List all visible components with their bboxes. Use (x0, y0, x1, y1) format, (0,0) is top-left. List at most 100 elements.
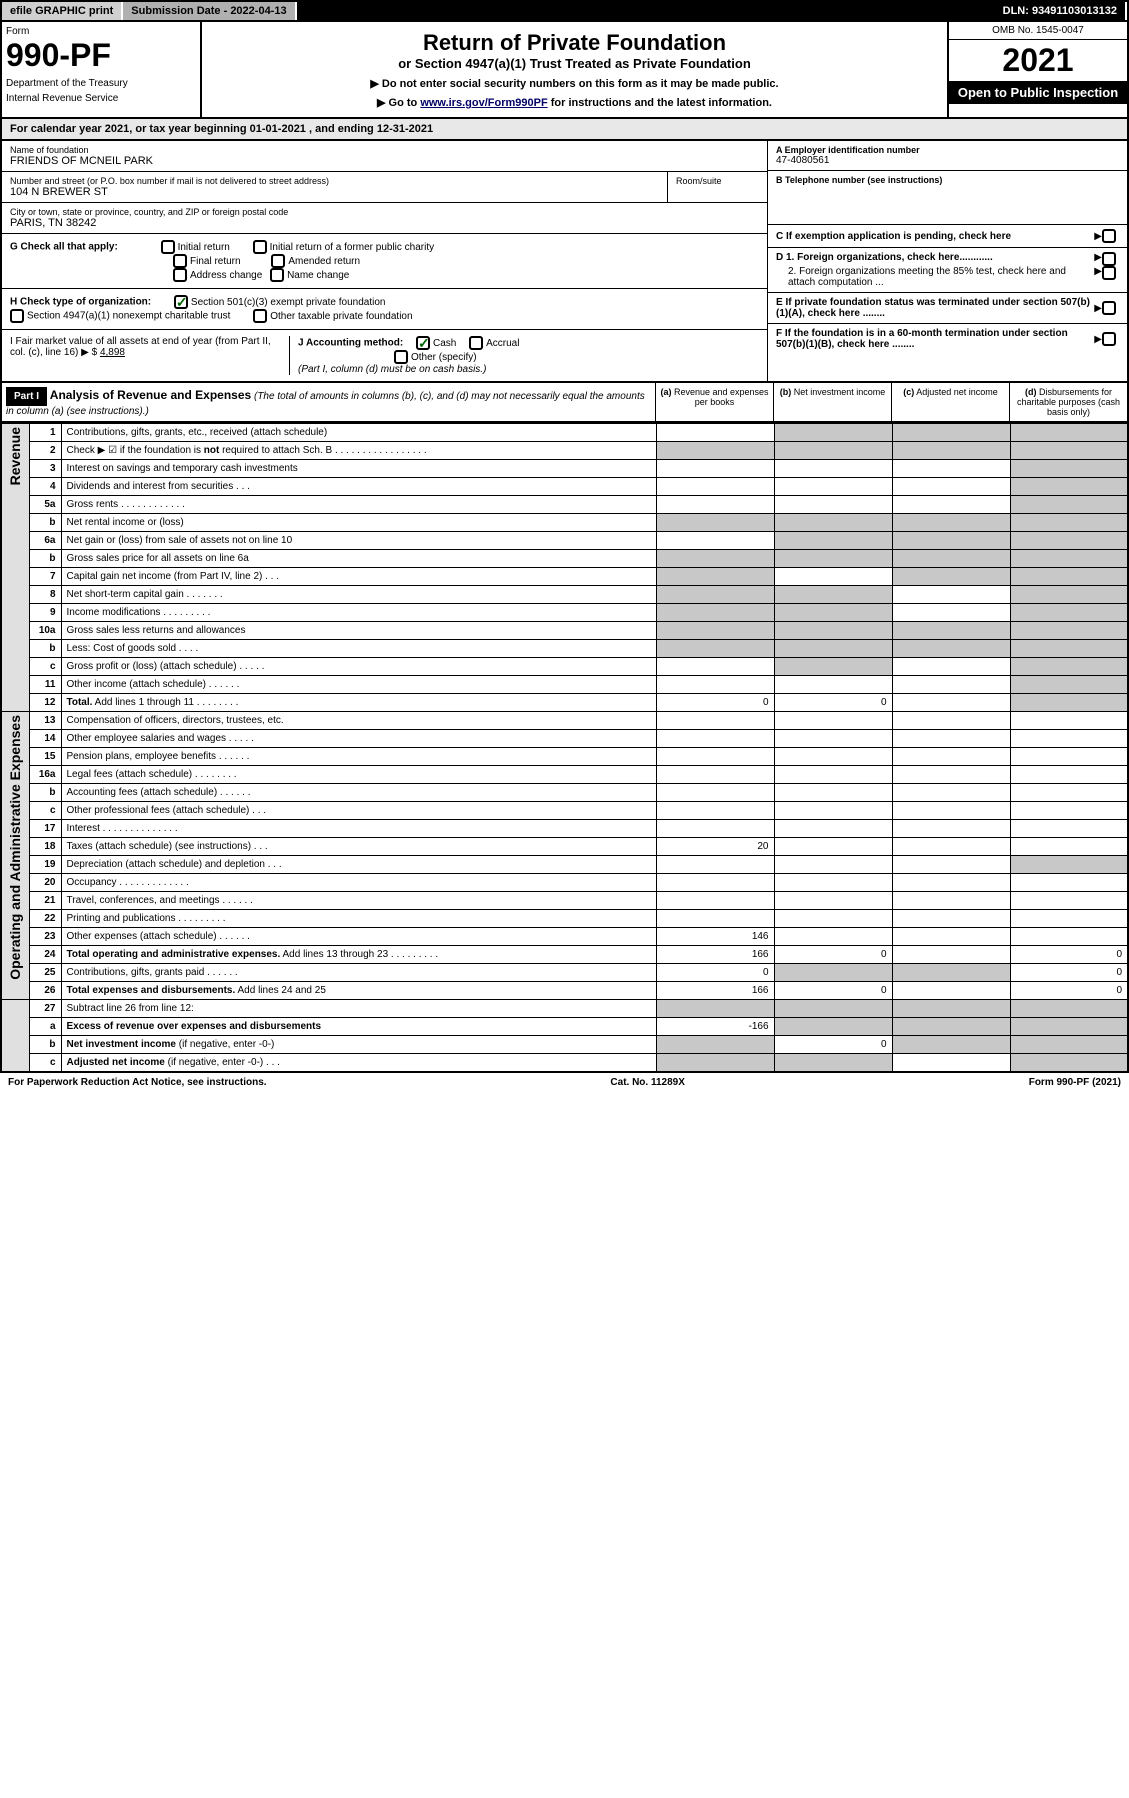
line-description: Net rental income or (loss) (61, 514, 656, 532)
accrual-checkbox[interactable] (469, 336, 483, 350)
amount-cell (774, 748, 892, 766)
ssn-note: ▶ Do not enter social security numbers o… (210, 77, 939, 90)
amount-cell (892, 514, 1010, 532)
amount-cell (892, 820, 1010, 838)
line-description: Subtract line 26 from line 12: (61, 1000, 656, 1018)
name-change-checkbox[interactable] (270, 268, 284, 282)
table-row: cGross profit or (loss) (attach schedule… (1, 658, 1128, 676)
initial-return-checkbox[interactable] (161, 240, 175, 254)
amount-cell (656, 712, 774, 730)
85pct-test-checkbox[interactable] (1102, 266, 1116, 280)
line-number: 8 (29, 586, 61, 604)
amount-cell (774, 964, 892, 982)
amount-cell: 20 (656, 838, 774, 856)
line-description: Capital gain net income (from Part IV, l… (61, 568, 656, 586)
table-row: 4Dividends and interest from securities … (1, 478, 1128, 496)
line-description: Legal fees (attach schedule) . . . . . .… (61, 766, 656, 784)
amount-cell (1010, 550, 1128, 568)
line-number: 4 (29, 478, 61, 496)
line-description: Accounting fees (attach schedule) . . . … (61, 784, 656, 802)
line-description: Travel, conferences, and meetings . . . … (61, 892, 656, 910)
status-terminated-checkbox[interactable] (1102, 301, 1116, 315)
amount-cell: 0 (1010, 982, 1128, 1000)
line-description: Other professional fees (attach schedule… (61, 802, 656, 820)
initial-former-checkbox[interactable] (253, 240, 267, 254)
room-label: Room/suite (676, 176, 759, 186)
line-number: 7 (29, 568, 61, 586)
4947-checkbox[interactable] (10, 309, 24, 323)
amount-cell (1010, 586, 1128, 604)
amount-cell: 0 (656, 964, 774, 982)
line-number: 20 (29, 874, 61, 892)
cash-basis-note: (Part I, column (d) must be on cash basi… (298, 364, 486, 375)
amount-cell (892, 604, 1010, 622)
amount-cell (656, 586, 774, 604)
amount-cell (774, 1054, 892, 1073)
amount-cell (1010, 1000, 1128, 1018)
foreign-org-checkbox[interactable] (1102, 252, 1116, 266)
table-row: bNet rental income or (loss) (1, 514, 1128, 532)
line-number: 2 (29, 442, 61, 460)
table-row: 24Total operating and administrative exp… (1, 946, 1128, 964)
table-row: 8Net short-term capital gain . . . . . .… (1, 586, 1128, 604)
line-description: Taxes (attach schedule) (see instruction… (61, 838, 656, 856)
amount-cell (774, 820, 892, 838)
amount-cell (892, 874, 1010, 892)
form-subtitle: or Section 4947(a)(1) Trust Treated as P… (210, 56, 939, 71)
line-description: Adjusted net income (if negative, enter … (61, 1054, 656, 1073)
table-row: 9Income modifications . . . . . . . . . (1, 604, 1128, 622)
amended-checkbox[interactable] (271, 254, 285, 268)
other-method-checkbox[interactable] (394, 350, 408, 364)
ein-label: A Employer identification number (776, 145, 1119, 155)
line-number: 19 (29, 856, 61, 874)
line-number: 27 (29, 1000, 61, 1018)
amount-cell (774, 1018, 892, 1036)
table-row: cAdjusted net income (if negative, enter… (1, 1054, 1128, 1073)
amount-cell (892, 856, 1010, 874)
line-number: 16a (29, 766, 61, 784)
amount-cell (892, 442, 1010, 460)
amount-cell (774, 622, 892, 640)
other-taxable-checkbox[interactable] (253, 309, 267, 323)
amount-cell (656, 874, 774, 892)
i-j-row: I Fair market value of all assets at end… (2, 330, 767, 381)
line-number: c (29, 802, 61, 820)
expenses-section-label: Operating and Administrative Expenses (7, 715, 23, 980)
501c3-checkbox[interactable] (174, 295, 188, 309)
amount-cell (774, 928, 892, 946)
amount-cell (656, 460, 774, 478)
table-row: 23Other expenses (attach schedule) . . .… (1, 928, 1128, 946)
line-description: Total expenses and disbursements. Add li… (61, 982, 656, 1000)
table-row: 5aGross rents . . . . . . . . . . . . (1, 496, 1128, 514)
amount-cell (892, 748, 1010, 766)
amount-cell (892, 478, 1010, 496)
amount-cell (892, 946, 1010, 964)
amount-cell (656, 820, 774, 838)
line-description: Gross rents . . . . . . . . . . . . (61, 496, 656, 514)
amount-cell (1010, 856, 1128, 874)
amount-cell (656, 550, 774, 568)
col-c-header: (c) Adjusted net income (891, 383, 1009, 421)
60month-checkbox[interactable] (1102, 332, 1116, 346)
col-b-header: (b) Net investment income (773, 383, 891, 421)
amount-cell (774, 604, 892, 622)
amount-cell (774, 514, 892, 532)
amount-cell (1010, 892, 1128, 910)
amount-cell (1010, 730, 1128, 748)
cash-checkbox[interactable] (416, 336, 430, 350)
irs-link[interactable]: www.irs.gov/Form990PF (420, 97, 547, 109)
col-a-header: (a) Revenue and expenses per books (655, 383, 773, 421)
exemption-pending-checkbox[interactable] (1102, 229, 1116, 243)
amount-cell (656, 442, 774, 460)
amount-cell: 166 (656, 982, 774, 1000)
amount-cell (1010, 928, 1128, 946)
address-change-checkbox[interactable] (173, 268, 187, 282)
line-description: Net investment income (if negative, ente… (61, 1036, 656, 1054)
page-footer: For Paperwork Reduction Act Notice, see … (0, 1073, 1129, 1092)
final-return-checkbox[interactable] (173, 254, 187, 268)
amount-cell: -166 (656, 1018, 774, 1036)
table-row: 25Contributions, gifts, grants paid . . … (1, 964, 1128, 982)
efile-label[interactable]: efile GRAPHIC print (2, 2, 123, 20)
line-description: Other employee salaries and wages . . . … (61, 730, 656, 748)
form-label: Form (6, 26, 196, 37)
